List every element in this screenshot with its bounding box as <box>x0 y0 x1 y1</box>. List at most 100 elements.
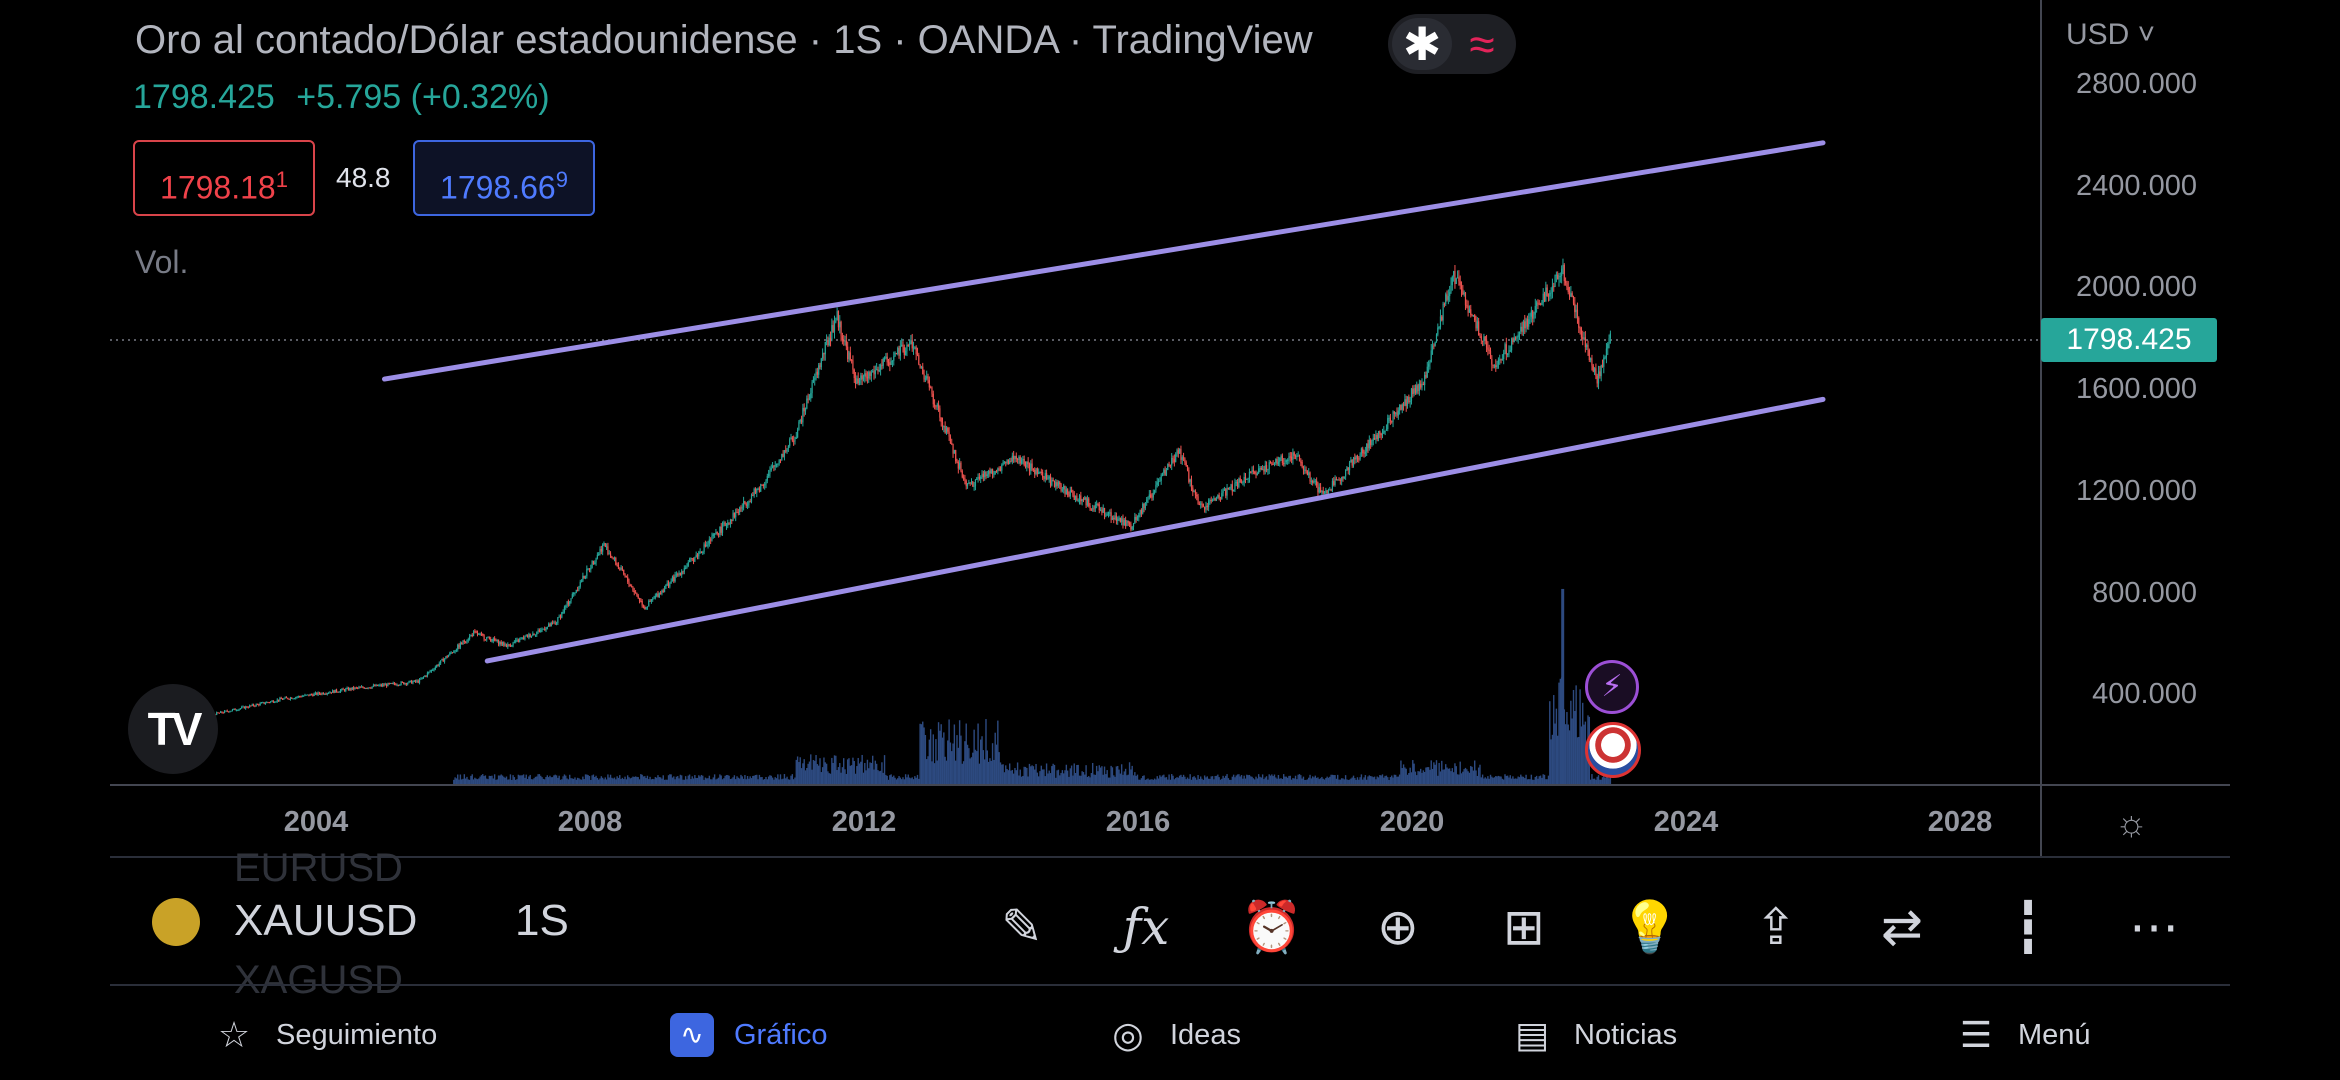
candle-body <box>1338 480 1339 481</box>
asterisk-icon[interactable]: ✱ <box>1392 18 1452 70</box>
volume-bar <box>688 776 689 784</box>
volume-bar <box>921 724 922 784</box>
candle-body <box>460 643 461 648</box>
more-icon[interactable]: ⋯ <box>2122 895 2186 959</box>
candle-body <box>1483 337 1484 342</box>
candle-body <box>1348 467 1349 470</box>
sell-button[interactable]: 1798.181 <box>133 140 315 216</box>
volume-bar <box>564 774 565 784</box>
candle-body <box>1201 504 1202 505</box>
candle-body <box>403 682 404 684</box>
candle-body <box>1370 440 1371 445</box>
candle-body <box>278 700 279 701</box>
candle-body <box>1199 504 1200 505</box>
candle-body <box>1283 463 1284 464</box>
candle-body <box>1359 454 1360 460</box>
nav-seguimiento[interactable]: ☆ Seguimiento <box>212 1010 437 1060</box>
volume-bars <box>453 589 1611 784</box>
candle-body <box>970 483 971 484</box>
nav-menu[interactable]: ☰ Menú <box>1954 1010 2091 1060</box>
us-flag-icon[interactable] <box>1585 722 1641 778</box>
channel-upper-line[interactable] <box>385 143 1824 379</box>
currency-selector[interactable]: USD ˅ <box>2066 18 2155 52</box>
volume-bar <box>1482 775 1483 784</box>
volume-bar <box>1192 777 1193 784</box>
indicators-icon[interactable]: ƒx <box>1114 895 1178 959</box>
symbol-prev[interactable]: EURUSD <box>234 846 403 891</box>
volume-bar <box>1001 765 1002 784</box>
volume-bar <box>558 776 559 784</box>
candle-body <box>1078 500 1079 501</box>
volume-bar <box>1591 774 1592 784</box>
candle-body <box>311 694 312 695</box>
candle-type-icon[interactable]: ┇ <box>1996 895 2060 959</box>
volume-bar <box>1034 770 1035 784</box>
lightning-icon[interactable]: ⚡ <box>1585 660 1639 714</box>
volume-bar <box>1380 775 1381 784</box>
volume-bar <box>1083 772 1084 784</box>
channel-lower-line[interactable] <box>487 399 1823 661</box>
candle-body <box>1490 351 1491 359</box>
candle-body <box>1084 497 1085 499</box>
candle-body <box>643 606 644 607</box>
interval-selector[interactable]: 1S <box>515 896 569 946</box>
volume-bar <box>1411 772 1412 784</box>
candle-body <box>1412 389 1413 394</box>
candle-body <box>1066 489 1067 494</box>
wave-icon[interactable]: ≈ <box>1452 18 1512 70</box>
volume-bar <box>1394 775 1395 784</box>
candle-body <box>1456 278 1457 284</box>
candle-body <box>383 684 384 685</box>
candle-body <box>257 704 258 705</box>
candle-body <box>1088 499 1089 506</box>
symbol-next[interactable]: XAGUSD <box>234 958 403 1003</box>
candle-body <box>349 688 350 690</box>
candle-body <box>1421 384 1422 388</box>
replay-icon[interactable]: ⇄ <box>1870 895 1934 959</box>
alarm-icon[interactable]: ⏰ <box>1240 895 1304 959</box>
volume-bar <box>1409 768 1410 784</box>
volume-bar <box>1018 775 1019 784</box>
symbol-name[interactable]: XAUUSD <box>234 896 417 946</box>
candle-body <box>1109 512 1110 513</box>
candle-body <box>1307 471 1308 475</box>
candle-body <box>1130 524 1131 529</box>
volume-bar <box>649 777 650 784</box>
volume-bar <box>987 750 988 784</box>
volume-bar <box>1070 768 1071 784</box>
volume-bar <box>1552 735 1553 784</box>
candle-body <box>1120 518 1121 522</box>
volume-bar <box>1075 773 1076 784</box>
candle-body <box>1230 484 1231 487</box>
candle-body <box>1400 405 1401 410</box>
candle-body <box>519 639 520 642</box>
candle-body <box>570 598 571 601</box>
candle-body <box>340 690 341 692</box>
buy-button[interactable]: 1798.669 <box>413 140 595 216</box>
add-icon[interactable]: ⊕ <box>1366 895 1430 959</box>
volume-bar <box>1084 775 1085 784</box>
pencil-icon[interactable]: ✎ <box>990 895 1054 959</box>
candle-body <box>361 687 362 688</box>
candle-body <box>999 468 1000 469</box>
lightbulb-icon[interactable]: 💡 <box>1618 895 1682 959</box>
volume-bar <box>1037 773 1038 784</box>
candle-body <box>923 374 924 379</box>
volume-bar <box>1495 776 1496 784</box>
nav-noticias[interactable]: ▤ Noticias <box>1510 1010 1677 1060</box>
candle-body <box>715 532 716 534</box>
layout-grid-icon[interactable]: ⊞ <box>1492 895 1556 959</box>
settings-icon[interactable]: ☼ <box>2115 802 2148 844</box>
volume-bar <box>898 776 899 784</box>
header-toggle[interactable]: ✱ ≈ <box>1388 14 1516 74</box>
share-icon[interactable]: ⇪ <box>1744 895 1808 959</box>
nav-grafico[interactable]: ∿ Gráfico <box>670 1010 827 1060</box>
candle-body <box>677 574 678 575</box>
candle-body <box>1570 293 1571 296</box>
candle-body <box>1091 509 1092 510</box>
volume-bar <box>800 757 801 784</box>
tradingview-logo-icon[interactable]: TV <box>128 684 218 774</box>
volume-bar <box>902 777 903 784</box>
nav-ideas[interactable]: ◎ Ideas <box>1106 1010 1241 1060</box>
candle-body <box>582 576 583 582</box>
